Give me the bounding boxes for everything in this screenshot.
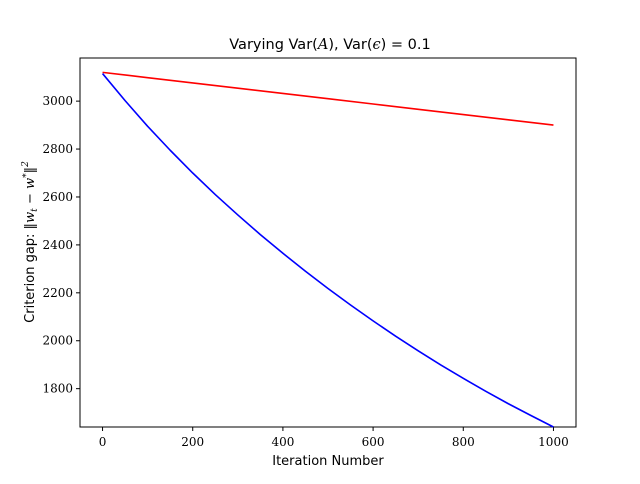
y-tick-label: 2000 [42,334,73,348]
y-axis-label: Criterion gap: ‖wt − w*‖2 [21,161,40,323]
y-axis-ticks: 1800 2000 2200 2400 2600 2800 3000 [42,94,80,396]
x-tick-label: 1000 [538,435,569,449]
plot-area-frame [79,57,577,428]
x-axis-label: Iteration Number [272,454,384,469]
x-tick-label: 600 [362,435,385,449]
y-tick-label: 2200 [42,286,73,300]
x-tick-label: 400 [271,435,294,449]
y-tick-label: 3000 [42,94,73,108]
y-tick-label: 2600 [42,190,73,204]
chart-title: Varying Var(A), Var(ϵ) = 0.1 [229,37,430,53]
x-tick-label: 800 [452,435,475,449]
y-tick-label: 1800 [42,382,73,396]
x-tick-label: 0 [99,435,107,449]
series-line-2 [101,73,554,428]
series-line-1 [102,71,554,126]
x-axis-ticks: 0 200 400 600 800 1000 [99,427,569,449]
y-tick-label: 2800 [42,142,73,156]
series-group [101,71,554,428]
y-tick-label: 2400 [42,238,73,252]
x-tick-label: 200 [181,435,204,449]
